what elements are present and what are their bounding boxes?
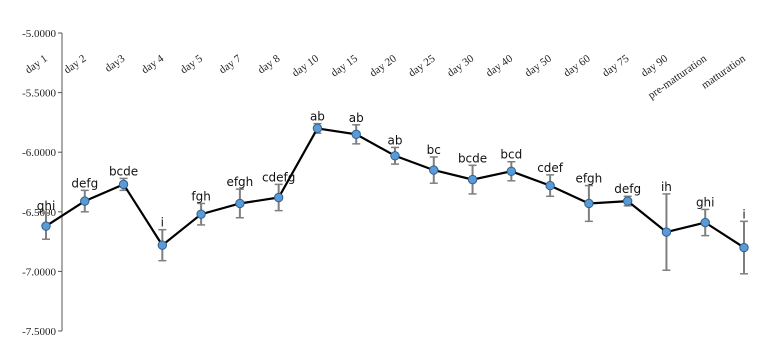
data-point [235, 198, 245, 209]
data-label: ghi [37, 199, 56, 213]
data-label: cdef [537, 161, 564, 175]
data-point [118, 179, 129, 190]
x-tick-label: day 1 [23, 53, 50, 77]
data-point [351, 129, 361, 140]
x-tick-label: day 2 [62, 53, 89, 77]
data-points [41, 123, 749, 253]
data-point [41, 221, 51, 231]
y-tick-label: -5.0000 [22, 28, 56, 40]
data-point [157, 240, 168, 250]
data-point [467, 174, 478, 185]
x-tick-labels: day 1 day 2 day3 day 4 day 5 day 7 day 8 day 10… [23, 52, 748, 101]
data-point [506, 166, 517, 176]
y-tick-label: -7.0000 [22, 266, 56, 278]
data-point [545, 180, 555, 191]
y-tick-label: -5.5000 [22, 88, 56, 100]
data-label: i [161, 216, 164, 230]
x-tick-label: day3 [103, 52, 128, 74]
data-label: bcde [458, 151, 487, 165]
data-label: ab [388, 133, 403, 147]
data-point [80, 196, 90, 206]
data-label: defg [71, 176, 98, 190]
data-point [312, 123, 323, 134]
data-point [739, 242, 749, 253]
data-label: ghi [696, 195, 715, 209]
x-tick-label: day 7 [217, 52, 244, 76]
x-tick-label: day 8 [256, 52, 283, 76]
data-point [196, 209, 206, 219]
x-tick-label: day 90 [639, 52, 671, 79]
data-point [700, 217, 710, 228]
x-tick-label: day 10 [290, 52, 322, 79]
x-tick-label: day 75 [600, 52, 632, 79]
x-tick-label: day 15 [329, 52, 361, 79]
x-tick-label: day 25 [406, 52, 438, 79]
data-label: bcde [109, 164, 138, 178]
data-label: defg [614, 182, 641, 196]
x-tick-label: day 20 [368, 52, 400, 79]
x-tick-label: day 60 [561, 52, 593, 79]
x-tick-label: day 30 [445, 52, 477, 79]
data-label: efgh [226, 175, 253, 189]
data-label: bcd [500, 148, 522, 162]
x-tick-label: matturation [699, 52, 748, 91]
data-point [622, 196, 633, 206]
data-label: cdefg [262, 170, 295, 184]
data-label: ab [349, 111, 364, 125]
y-axis: -5.0000 -5.5000 -6.0000 -6.5000 -7.0000 -7.50… [22, 28, 63, 338]
data-point [429, 165, 439, 175]
data-label: bc [427, 143, 441, 157]
data-point [584, 198, 594, 209]
y-tick-label: -7.5000 [22, 326, 56, 338]
data-label: fgh [191, 189, 210, 203]
data-label: ih [661, 180, 672, 194]
data-label: i [742, 207, 745, 221]
x-tick-label: day 5 [178, 52, 205, 76]
data-point [390, 151, 400, 161]
x-tick-label: day 4 [139, 52, 166, 76]
x-tick-label: day 50 [523, 52, 555, 79]
data-point [661, 227, 672, 237]
data-point [273, 192, 284, 203]
data-label: efgh [575, 172, 602, 186]
data-label: ab [310, 109, 325, 123]
x-tick-label: day 40 [484, 52, 516, 79]
y-tick-label: -6.5000 [22, 207, 56, 219]
y-tick-label: -6.0000 [22, 147, 56, 159]
